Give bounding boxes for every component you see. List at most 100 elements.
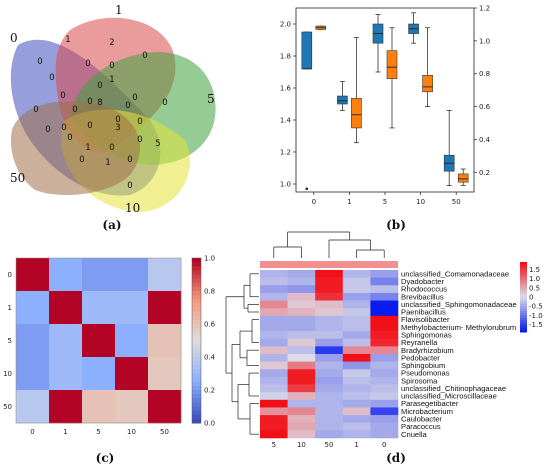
venn-region-value: 1 <box>85 143 90 153</box>
heatmap-cell <box>315 361 344 370</box>
heatmap-cell <box>342 338 371 347</box>
heatmap-cell <box>315 384 344 393</box>
colorbar-segment <box>520 294 527 298</box>
venn-label-10: 10 <box>125 201 140 215</box>
heatmap-cell <box>315 369 344 378</box>
x-tick-label: 10 <box>297 441 306 449</box>
venn-region-value: 0 <box>162 98 167 108</box>
y-tick-label: 0 <box>8 271 12 279</box>
heatmap-cell <box>16 390 50 424</box>
y-tick-label: 50 <box>3 403 12 411</box>
colorbar-segment <box>192 385 201 391</box>
colorbar-segment <box>192 418 201 424</box>
colorbar-segment <box>192 352 201 358</box>
x-tick-label: 50 <box>160 428 169 436</box>
colorbar-segment <box>192 394 201 399</box>
colorbar-segment <box>192 315 201 321</box>
venn-region-value: 0 <box>127 181 132 191</box>
heatmap-cell <box>370 331 399 340</box>
venn-region-value: 0 <box>125 101 130 111</box>
colorbar-segment <box>192 365 201 370</box>
heatmap-cell <box>342 422 371 431</box>
heatmap-cell <box>370 338 399 347</box>
venn-region-value: 0 <box>87 121 92 131</box>
row-label: unclassified_Sphingomonadaceae <box>401 300 517 309</box>
colorbar-segment <box>192 291 201 296</box>
colorbar-segment <box>192 410 201 416</box>
colorbar-segment <box>192 377 201 383</box>
y-tick-label: 1 <box>8 304 12 312</box>
colorbar-segment <box>192 406 201 412</box>
colorbar-segment <box>192 266 201 271</box>
heatmap-cell <box>342 407 371 416</box>
heatmap-cell <box>287 384 316 393</box>
heatmap-cell <box>315 376 344 385</box>
heatmap-cell <box>315 338 344 347</box>
colorbar-segment <box>520 276 527 279</box>
venn-label-50: 50 <box>10 171 25 185</box>
heatmap-cell <box>287 407 316 416</box>
colorbar-segment <box>192 311 201 317</box>
colorbar-tick-label: 0 <box>529 294 533 302</box>
box-body <box>386 50 398 79</box>
heatmap-cell <box>287 361 316 370</box>
heatmap-cell <box>342 354 371 362</box>
venn-region-value: 0 <box>109 143 114 153</box>
colorbar-segment <box>520 315 527 319</box>
colorbar-segment <box>192 278 201 284</box>
colorbar-segment <box>520 329 527 333</box>
left-tick-label: 1.6 <box>280 85 292 93</box>
heatmap-cell <box>287 376 316 385</box>
heatmap-cell <box>315 285 344 294</box>
colorbar-segment <box>520 327 527 331</box>
heatmap-cell <box>342 399 371 408</box>
venn-region-value: 0 <box>61 123 66 133</box>
colorbar-tick-label: 1.5 <box>529 266 540 274</box>
heatmap-cell <box>260 392 288 401</box>
colorbar-segment <box>520 292 527 296</box>
heatmap-cell <box>315 308 344 317</box>
heatmap-cell <box>287 308 316 317</box>
heatmap-cell <box>370 354 399 362</box>
heatmap-cell <box>287 285 316 294</box>
colorbar-segment <box>520 313 527 317</box>
colorbar-segment <box>192 319 201 325</box>
heatmap-cell <box>342 369 371 378</box>
heatmap-cell <box>287 369 316 378</box>
heatmap-cell <box>315 270 344 278</box>
heatmap-cell <box>342 300 371 309</box>
colorbar-segment <box>192 361 201 366</box>
colorbar-tick-label: 0.6 <box>204 321 216 329</box>
heatmap-cell <box>315 323 344 332</box>
heatmap-cell <box>49 291 83 325</box>
row-label: Paracoccus <box>401 422 441 431</box>
venn-label-0: 0 <box>10 31 18 45</box>
heatmap-cell <box>115 291 149 325</box>
panel-label-c: (c) <box>96 451 115 465</box>
colorbar-segment <box>192 340 201 346</box>
colorbar-segment <box>520 262 527 265</box>
correlation-heatmap: 0 1 5 10 50 0 1 5 10 50 0.0 0.2 0.4 0.6 0.8 1.0 <box>3 255 216 437</box>
heatmap-cell <box>260 346 288 355</box>
heatmap-cell <box>260 277 288 286</box>
venn-petal-50 <box>10 101 141 195</box>
colorbar-segment <box>192 299 201 304</box>
x-tick-label: 1 <box>354 441 358 449</box>
venn-region-value: 1 <box>105 158 110 168</box>
venn-region-value: 8 <box>97 98 102 108</box>
venn-region-value: 0 <box>37 57 42 67</box>
venn-region-value: 0 <box>142 51 147 61</box>
row-label: Spirosoma <box>401 376 438 385</box>
heatmap-cell <box>370 292 399 301</box>
x-tick-label: 10 <box>127 428 136 436</box>
heatmap-cell <box>342 277 371 286</box>
venn-region-value: 1 <box>65 35 70 45</box>
heatmap-cell <box>287 338 316 347</box>
heatmap-cell <box>260 415 288 424</box>
colorbar-segment <box>520 301 527 305</box>
row-label: Flavisolibacter <box>401 315 450 324</box>
row-label: unclassified_Microscillaceae <box>401 392 497 401</box>
venn-region-value: 0 <box>49 73 54 83</box>
colorbar-segment <box>192 336 201 341</box>
heatmap-cell <box>260 354 288 362</box>
